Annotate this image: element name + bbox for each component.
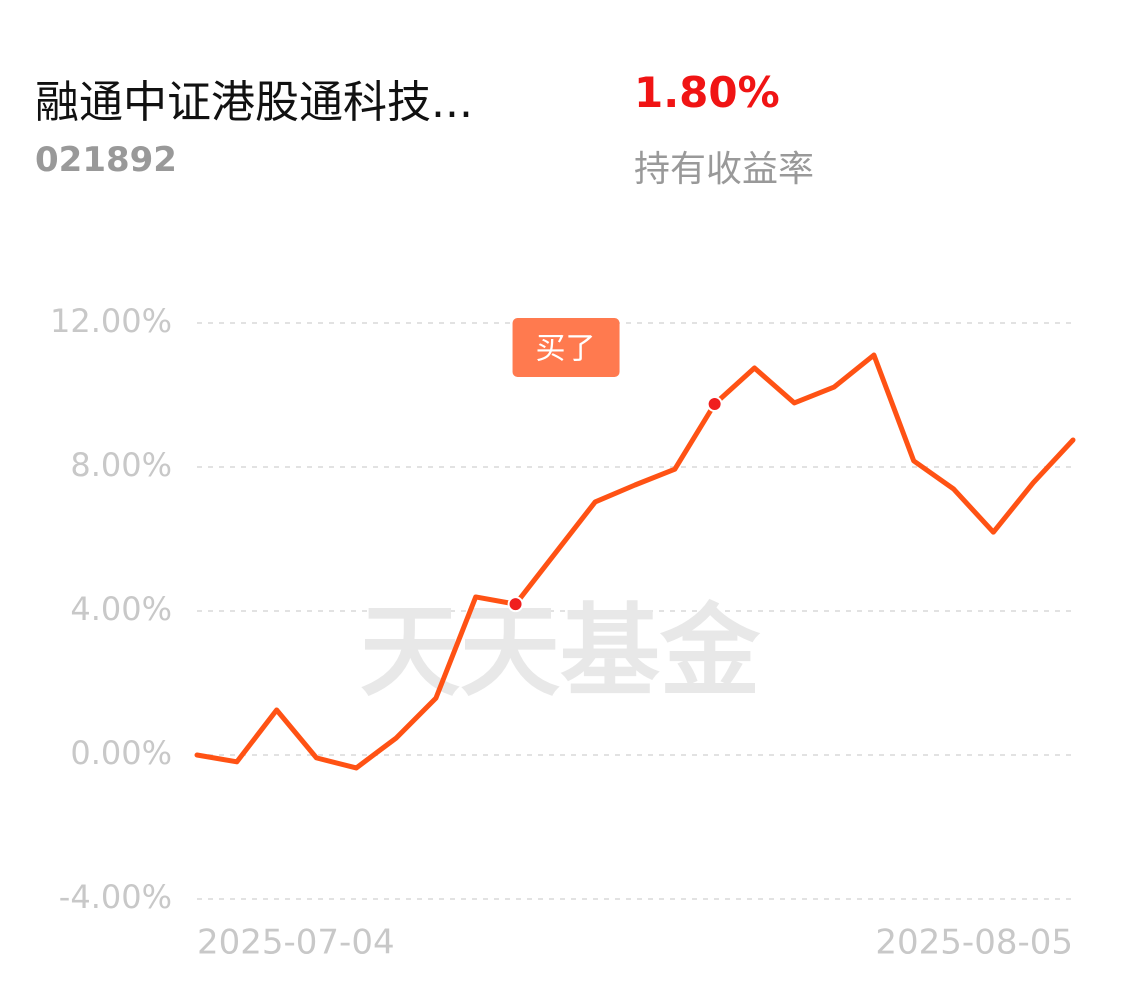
return-label: 持有收益率: [634, 149, 815, 190]
y-tick-label: 12.00%: [50, 302, 172, 340]
fund-title: 融通中证港股通科技...: [35, 77, 473, 128]
y-tick-label: -4.00%: [59, 878, 172, 916]
highlight-point: [507, 596, 524, 613]
highlight-point: [706, 396, 723, 412]
y-tick-label: 8.00%: [70, 446, 172, 484]
buy-marker-label: 买了: [536, 332, 596, 367]
y-tick-label: 0.00%: [70, 734, 172, 772]
y-tick-label: 4.00%: [70, 590, 172, 628]
return-line: [194, 352, 1076, 771]
x-tick-label: 2025-07-04: [197, 923, 395, 963]
fund-code: 021892: [35, 140, 177, 180]
watermark: 天天基金: [360, 592, 761, 710]
x-tick-label: 2025-08-05: [875, 923, 1073, 963]
return-value: 1.80%: [634, 68, 780, 117]
buy-marker-box: [512, 318, 620, 377]
